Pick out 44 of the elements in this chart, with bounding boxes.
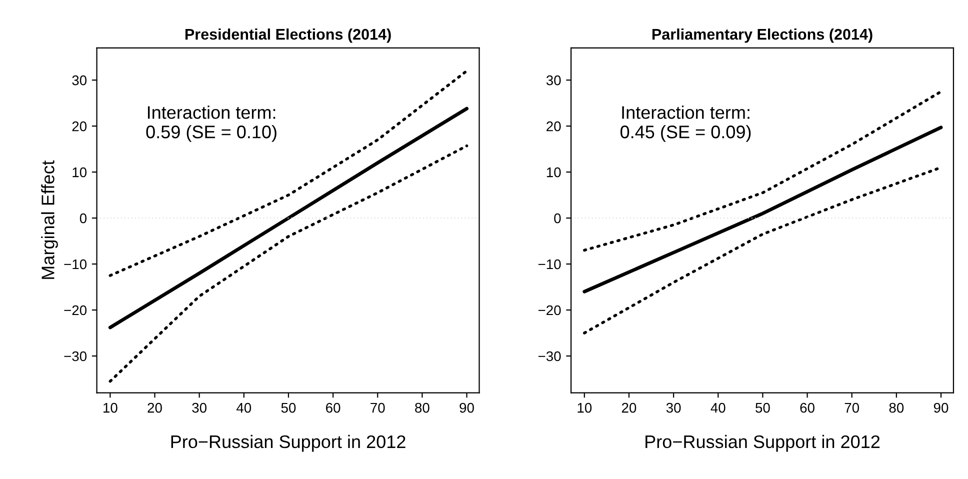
y-tick-label: −10: [64, 259, 87, 270]
x-tick-label: 60: [800, 402, 814, 413]
y-tick-label: 20: [546, 121, 561, 132]
x-tick-label: 40: [236, 402, 252, 413]
y-tick-label: −30: [64, 351, 87, 362]
y-tick-label: 10: [546, 167, 561, 178]
y-tick-label: −30: [538, 351, 561, 362]
x-tick-label: 40: [710, 402, 726, 413]
chart-title: Presidential Elections (2014): [185, 28, 391, 43]
annotation: Interaction term: 0.59 (SE = 0.10): [146, 106, 276, 142]
y-tick-label: −20: [64, 305, 87, 316]
x-tick-label: 70: [370, 402, 385, 413]
line-series: [108, 70, 468, 277]
x-axis-title: Pro−Russian Support in 2012: [646, 434, 880, 452]
x-tick-label: 50: [756, 402, 770, 413]
x-tick-label: 10: [578, 402, 592, 413]
y-axis-title: Marginal Effect: [41, 160, 58, 279]
x-tick-label: 70: [844, 402, 860, 413]
x-tick-label: 80: [415, 402, 430, 413]
line-series: [583, 90, 942, 252]
y-tick-label: 10: [72, 167, 87, 178]
line-series: [582, 126, 943, 294]
x-tick-label: 60: [326, 402, 340, 413]
line-series: [108, 106, 468, 330]
annotation: Interaction term: 0.45 (SE = 0.09): [620, 106, 751, 142]
x-tick-label: 90: [460, 402, 474, 413]
x-tick-label: 30: [192, 402, 206, 413]
x-tick-label: 90: [934, 402, 948, 413]
y-tick-label: 0: [554, 213, 561, 224]
x-tick-label: 20: [148, 402, 162, 413]
y-tick-label: 30: [546, 75, 561, 86]
line-series: [108, 144, 468, 383]
y-tick-label: −20: [538, 305, 561, 316]
y-tick-label: 20: [72, 121, 87, 132]
x-tick-label: 20: [622, 402, 636, 413]
y-tick-label: 0: [80, 213, 87, 224]
x-tick-label: 80: [889, 402, 904, 413]
chart-title: Parliamentary Elections (2014): [652, 28, 872, 43]
y-tick-label: −10: [538, 259, 561, 270]
x-tick-label: 10: [104, 402, 118, 413]
x-tick-label: 50: [281, 402, 296, 413]
y-tick-label: 30: [72, 75, 87, 86]
x-axis-title: Pro−Russian Support in 2012: [171, 434, 406, 452]
x-tick-label: 30: [666, 402, 681, 413]
